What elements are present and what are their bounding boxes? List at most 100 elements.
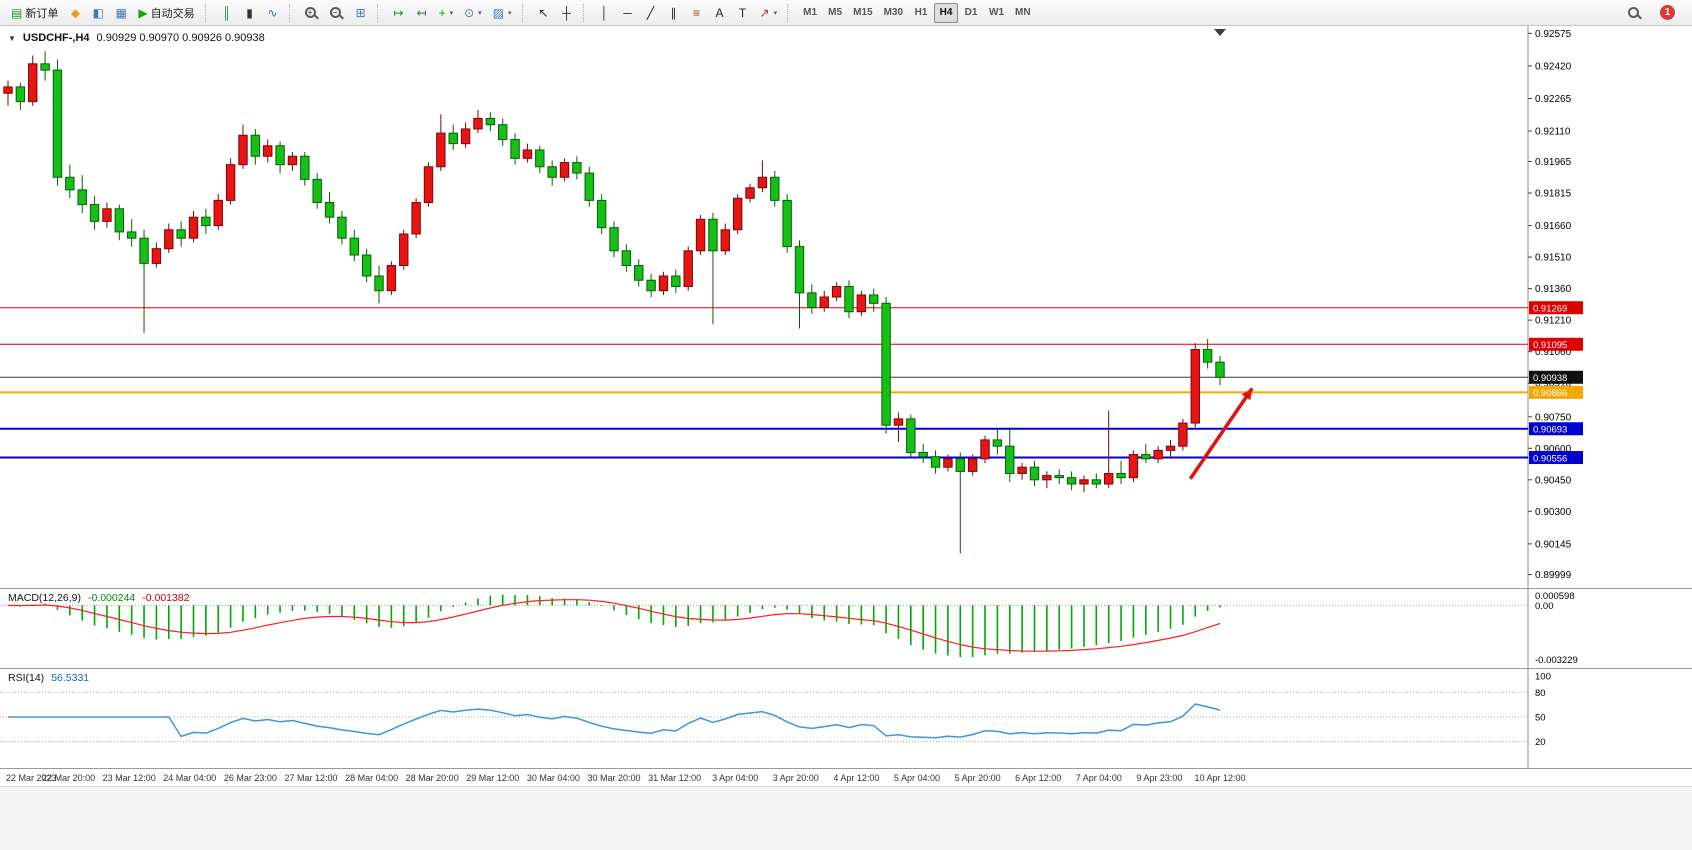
candle [794,240,805,329]
rsi-panel-canvas[interactable]: 100 80 50 20 [0,668,1692,768]
time-label: 24 Mar 04:00 [163,773,217,783]
candle [831,282,842,302]
zoom-out-icon: − [329,7,341,18]
rsi-axis[interactable]: 100 80 50 20 [1527,668,1551,768]
line-chart-button[interactable]: ∿ [262,3,284,23]
channel-button[interactable]: ∥ [663,3,685,23]
toolbar-separator [376,3,383,22]
candle [423,162,434,207]
candle [559,158,570,182]
timeframe-m15-button[interactable]: M15 [848,3,877,23]
candle [151,242,162,268]
arrows-button[interactable]: ↗ ▾ [755,3,783,23]
new-order-button[interactable]: ▤ 新订单 [6,3,63,23]
horizontal-line-button[interactable]: ─ [617,3,639,23]
chart-shift-button[interactable]: ↤ [411,3,433,23]
macd-signal-value: -0.001382 [142,592,190,604]
timeframe-d1-button[interactable]: D1 [959,3,983,23]
candle [1054,469,1064,485]
candle [300,152,310,186]
candle [15,82,26,111]
time-label: 22 Mar 2023 [6,773,57,783]
objects-group: │ ─ ╱ ∥ ≡ A T ↗ ▾ [592,3,785,23]
candle [238,124,248,169]
candle [745,183,755,203]
candle [1190,343,1200,428]
price-axis-label: 0.90750 [1535,412,1572,423]
autotrading-button[interactable]: ▶ 自动交易 [133,3,199,23]
zoom-in-icon: + [304,7,316,18]
candle [201,208,211,234]
candle [955,452,965,554]
tile-windows-button[interactable]: ⊞ [350,3,372,23]
price-axis-label: 0.91210 [1535,316,1572,327]
candle [621,244,632,272]
periods-button[interactable]: ⊙ ▾ [459,3,487,23]
trendline-button[interactable]: ╱ [640,3,662,23]
text-label-button[interactable]: T [732,3,754,23]
auto-scroll-icon: ↦ [393,5,404,20]
candle [460,122,471,148]
navigator-button[interactable]: ▦ [110,3,132,23]
metaeditor-button[interactable]: ◆ [64,3,86,23]
candlestick-chart-button[interactable]: ▮ [239,3,261,23]
market-watch-button[interactable]: ◧ [87,3,109,23]
main-toolbar: ▤ 新订单 ◆ ◧ ▦ ▶ 自动交易 ║ ▮ ∿ + − ⊞ ↦ ↤ + ▾ ⊙ ▾ ▨ ▾ ↖ ┼ │ ─ ╱ ∥ ≡ A T ↗ ▾ M1 M… [0,0,1692,26]
svg-text:0.90693: 0.90693 [1533,425,1567,436]
candle [634,259,644,287]
fibonacci-button[interactable]: ≡ [686,3,708,23]
tile-windows-icon: ⊞ [355,5,366,20]
chart-dropdown-icon[interactable]: ▼ [8,33,16,43]
cursor-button[interactable]: ↖ [533,3,555,23]
price-badges: 0.91269 0.91095 0.90938 0.90866 0.90693 0.905… [1529,301,1583,464]
price-axis-label: 0.91360 [1535,284,1572,295]
candle [312,173,322,209]
timeframe-m30-button[interactable]: M30 [879,3,908,23]
price-axis-label: 0.90450 [1535,475,1572,486]
indicators-button[interactable]: + ▾ [434,3,459,23]
toolbar-separator [582,3,589,22]
bars-chart-button[interactable]: ║ [216,3,238,23]
timeframe-h1-button[interactable]: H1 [909,3,933,23]
time-label: 4 Apr 12:00 [833,773,880,783]
timeframe-h4-button[interactable]: H4 [934,2,959,23]
vertical-line-button[interactable]: │ [594,3,616,23]
price-axis[interactable]: 0.92575 0.92420 0.92265 0.92110 0.91965 0.918… [1527,26,1572,588]
zoom-in-button[interactable]: + [300,3,324,23]
auto-scroll-button[interactable]: ↦ [388,3,410,23]
candle [386,261,397,295]
templates-button[interactable]: ▨ ▾ [488,3,517,23]
trend-arrow[interactable] [1188,387,1254,480]
time-axis[interactable]: 22 Mar 2023 22 Mar 20:00 23 Mar 12:00 24 Ma… [0,768,1692,786]
chart-shift-marker[interactable] [1214,29,1226,36]
text-button[interactable]: A [709,3,731,23]
current-price-line-badge: 0.90938 [1529,370,1583,384]
search-button[interactable] [1623,3,1647,23]
price-axis-label: 0.92420 [1535,61,1572,72]
candle [126,219,137,247]
candle [646,273,656,298]
zoom-out-button[interactable]: − [325,3,349,23]
candles [3,51,1225,554]
timeframe-mn-button[interactable]: MN [1010,3,1036,23]
price-chart-canvas[interactable]: 0.92575 0.92420 0.92265 0.92110 0.91965 0.918… [0,26,1692,588]
timeframe-m5-button[interactable]: M5 [823,3,847,23]
candle [337,210,347,245]
vertical-line-icon: │ [600,5,609,20]
candle [943,454,953,472]
zoom-group: + − ⊞ [298,3,374,23]
time-label: 28 Mar 04:00 [345,773,399,783]
chart-shift-icon: ↤ [416,5,427,20]
candle [1103,410,1114,489]
crosshair-button[interactable]: ┼ [556,3,578,23]
caret-down-icon: ▾ [449,9,454,17]
candle [77,175,87,213]
candle [399,229,409,270]
notifications-badge[interactable]: 1 [1655,3,1680,23]
timeframe-m1-button[interactable]: M1 [798,3,822,23]
timeframe-w1-button[interactable]: W1 [984,3,1009,23]
templates-icon: ▨ [492,5,505,20]
candle [114,204,125,241]
